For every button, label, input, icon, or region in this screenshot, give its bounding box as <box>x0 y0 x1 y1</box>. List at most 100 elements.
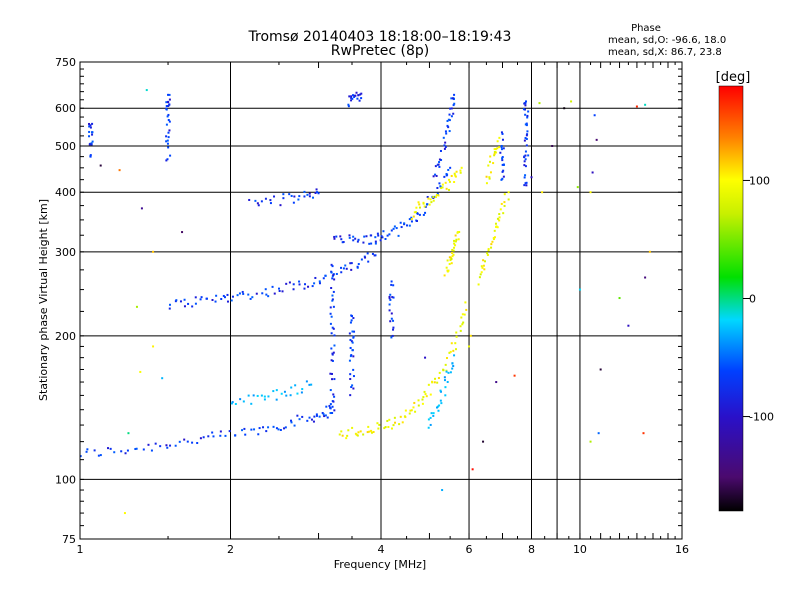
data-point <box>348 236 351 239</box>
data-point <box>357 431 360 434</box>
data-point <box>347 429 350 432</box>
data-point <box>312 196 315 199</box>
data-point <box>392 326 395 329</box>
data-point <box>257 204 260 207</box>
data-point <box>450 97 453 100</box>
data-point <box>196 442 199 445</box>
data-point <box>165 159 168 162</box>
data-point <box>488 177 491 180</box>
data-point <box>448 113 451 116</box>
data-point <box>450 262 453 265</box>
data-point <box>324 274 327 277</box>
data-point <box>331 378 334 381</box>
data-point <box>454 175 457 178</box>
data-point <box>349 378 352 381</box>
data-point <box>513 374 516 377</box>
data-point <box>500 146 503 149</box>
data-point <box>493 152 496 155</box>
data-point <box>522 108 525 111</box>
data-point <box>316 191 319 194</box>
data-point <box>399 221 402 224</box>
data-point <box>435 174 438 177</box>
data-point <box>393 225 396 228</box>
data-point <box>290 419 293 422</box>
phase-stats-x: mean, sd,X: 86.7, 23.8 <box>608 47 722 58</box>
data-point <box>593 114 596 117</box>
data-point <box>328 404 331 407</box>
data-point <box>199 298 202 301</box>
data-point <box>345 437 348 440</box>
data-point <box>301 388 304 391</box>
data-point <box>644 276 647 279</box>
data-point <box>468 345 471 348</box>
data-point <box>313 415 316 418</box>
data-point <box>389 298 392 301</box>
data-point <box>222 294 225 297</box>
data-point <box>247 394 250 397</box>
data-point <box>311 285 314 288</box>
data-point <box>174 300 177 303</box>
data-point <box>409 409 412 412</box>
data-point <box>483 260 486 263</box>
data-point <box>390 427 393 430</box>
data-point <box>346 434 349 437</box>
data-point <box>165 140 168 143</box>
data-point <box>503 201 506 204</box>
data-point <box>88 135 91 138</box>
data-point <box>391 334 394 337</box>
data-point <box>330 372 333 375</box>
data-point <box>498 216 501 219</box>
data-point <box>437 194 440 197</box>
data-point <box>500 131 503 134</box>
y-tick-label: 400 <box>55 186 76 199</box>
data-point <box>165 105 168 108</box>
data-point <box>273 195 276 198</box>
data-point <box>444 130 447 133</box>
data-point <box>340 266 343 269</box>
data-point <box>333 344 336 347</box>
data-point <box>493 229 496 232</box>
data-point <box>482 440 485 443</box>
data-point <box>500 148 503 151</box>
data-point <box>538 102 541 105</box>
data-point <box>269 199 272 202</box>
data-point <box>331 275 334 278</box>
data-point <box>422 213 425 216</box>
data-point <box>424 205 427 208</box>
data-point <box>215 294 218 297</box>
data-point <box>414 211 417 214</box>
data-point <box>447 126 450 129</box>
data-point <box>88 125 91 128</box>
data-point <box>443 379 446 382</box>
data-point <box>340 271 343 274</box>
data-point <box>388 303 391 306</box>
data-point <box>332 290 335 293</box>
x-tick-labels: 1 2 4 6 8 10 16 <box>77 543 690 556</box>
data-point <box>330 347 333 350</box>
data-point <box>525 144 528 147</box>
data-point <box>167 119 170 122</box>
data-point <box>524 137 527 140</box>
data-point <box>317 192 320 195</box>
data-point <box>331 352 334 355</box>
data-point <box>330 332 333 335</box>
x-tick-label: 16 <box>675 543 689 556</box>
data-point <box>335 235 338 238</box>
data-point <box>492 238 495 241</box>
data-point <box>500 178 503 181</box>
data-point <box>413 211 416 214</box>
data-point <box>459 325 462 328</box>
data-point <box>487 248 490 251</box>
data-point <box>211 431 214 434</box>
data-point <box>526 130 529 133</box>
data-point <box>455 238 458 241</box>
data-point <box>288 281 291 284</box>
data-point <box>453 239 456 242</box>
data-point <box>145 89 148 92</box>
data-point <box>357 263 360 266</box>
data-point <box>165 135 168 138</box>
data-point <box>453 242 456 245</box>
data-point <box>329 322 332 325</box>
data-point <box>231 401 234 404</box>
data-point <box>167 113 170 116</box>
